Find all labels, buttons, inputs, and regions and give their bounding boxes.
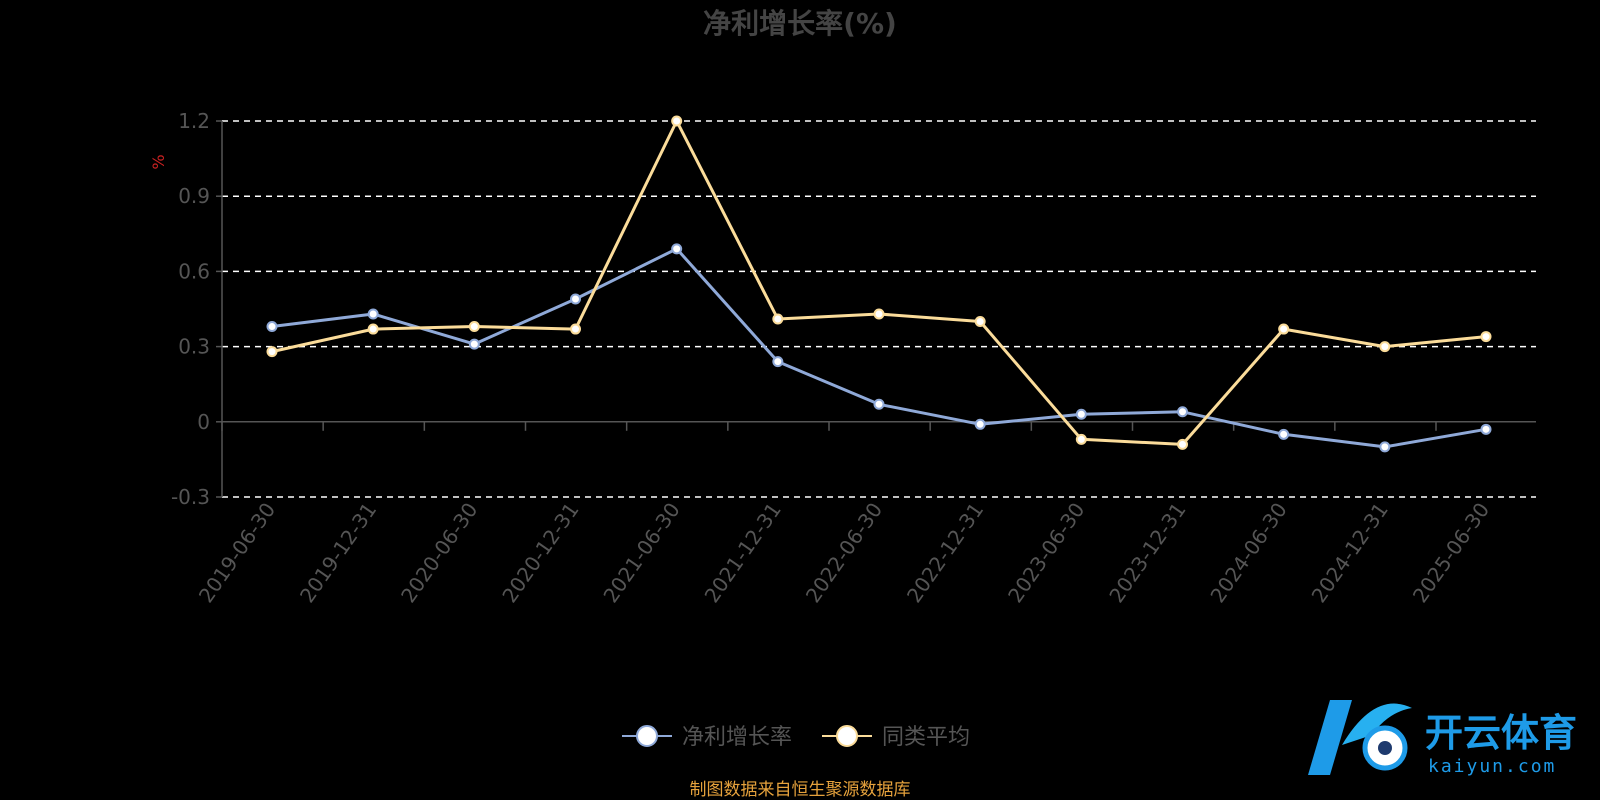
legend-item-同类平均[interactable]: 同类平均 bbox=[822, 725, 970, 750]
data-point[interactable] bbox=[1480, 423, 1492, 435]
x-tick-label: 2022-06-30 bbox=[801, 498, 887, 607]
data-point[interactable] bbox=[671, 115, 683, 127]
data-point[interactable] bbox=[974, 418, 986, 430]
data-point[interactable] bbox=[468, 321, 480, 333]
x-tick-label: 2024-12-31 bbox=[1307, 498, 1393, 607]
data-point[interactable] bbox=[367, 323, 379, 335]
grid-lines bbox=[222, 120, 1536, 498]
y-tick-label: 0.9 bbox=[178, 184, 210, 208]
legend-label: 净利增长率 bbox=[682, 725, 792, 750]
series-lines bbox=[271, 119, 1487, 449]
data-point[interactable] bbox=[1278, 428, 1290, 440]
data-point[interactable] bbox=[1379, 441, 1391, 453]
legend-swatch-marker bbox=[636, 725, 658, 747]
x-tick-label: 2023-06-30 bbox=[1003, 498, 1089, 607]
data-point[interactable] bbox=[1177, 438, 1188, 450]
x-tick-label: 2025-06-30 bbox=[1408, 498, 1494, 607]
x-tick-label: 2019-12-31 bbox=[295, 498, 381, 607]
legend: 净利增长率 同类平均 bbox=[622, 725, 970, 750]
y-tick-label: 0.6 bbox=[178, 259, 210, 283]
logo-k-glyph-icon bbox=[1308, 700, 1352, 775]
data-point[interactable] bbox=[873, 398, 885, 410]
legend-swatch-marker bbox=[836, 725, 858, 747]
logo-swoosh-icon bbox=[1342, 703, 1412, 745]
x-axis-ticks: 2019-06-30 2019-12-31 2020-06-30 2020-12-31… bbox=[194, 498, 1494, 607]
series-points bbox=[266, 115, 1492, 453]
x-tick-label: 2019-06-30 bbox=[194, 498, 280, 607]
data-point[interactable] bbox=[1075, 408, 1087, 420]
x-tick-label: 2022-12-31 bbox=[902, 498, 988, 607]
y-axis-unit-label: % bbox=[149, 154, 168, 169]
data-point[interactable] bbox=[1278, 323, 1290, 335]
data-point[interactable] bbox=[570, 293, 581, 305]
y-tick-label: 0 bbox=[197, 410, 210, 434]
series-line-同类平均 bbox=[271, 119, 1487, 446]
data-point[interactable] bbox=[1075, 433, 1087, 445]
x-tick-label: 2021-12-31 bbox=[700, 498, 786, 607]
soccer-ball-patch-icon bbox=[1378, 741, 1392, 755]
data-point[interactable] bbox=[772, 313, 784, 325]
data-point[interactable] bbox=[772, 356, 784, 368]
data-point[interactable] bbox=[1379, 341, 1391, 353]
series-line-净利增长率 bbox=[271, 247, 1487, 449]
data-point[interactable] bbox=[367, 308, 379, 320]
data-point[interactable] bbox=[266, 321, 278, 333]
y-tick-label: 1.2 bbox=[178, 109, 210, 133]
data-point[interactable] bbox=[1177, 406, 1188, 418]
x-tick-label: 2024-06-30 bbox=[1205, 498, 1291, 607]
x-tick-label: 2021-06-30 bbox=[598, 498, 684, 607]
data-point[interactable] bbox=[974, 316, 986, 328]
x-tick-label: 2020-06-30 bbox=[396, 498, 482, 607]
data-point[interactable] bbox=[1480, 331, 1492, 343]
data-point[interactable] bbox=[266, 346, 278, 358]
legend-item-净利增长率[interactable]: 净利增长率 bbox=[622, 725, 792, 750]
logo-domain: kaiyun.com bbox=[1428, 756, 1556, 777]
y-tick-label: 0.3 bbox=[178, 335, 210, 359]
chart-title: 净利增长率(%) bbox=[703, 7, 897, 40]
data-point[interactable] bbox=[671, 243, 683, 255]
data-point[interactable] bbox=[468, 338, 480, 350]
data-source-note: 制图数据来自恒生聚源数据库 bbox=[690, 780, 911, 800]
data-point[interactable] bbox=[570, 323, 581, 335]
kaiyun-logo-watermark: 开云体育 kaiyun.com bbox=[1308, 700, 1577, 777]
data-point[interactable] bbox=[873, 308, 885, 320]
x-tick-label: 2020-12-31 bbox=[497, 498, 583, 607]
logo-name-cn: 开云体育 bbox=[1425, 711, 1577, 755]
x-tick-label: 2023-12-31 bbox=[1104, 498, 1190, 607]
legend-label: 同类平均 bbox=[882, 725, 970, 750]
y-tick-label: -0.3 bbox=[171, 485, 210, 509]
y-axis-ticks: 1.2 0.9 0.6 0.3 0 -0.3 bbox=[171, 109, 222, 509]
